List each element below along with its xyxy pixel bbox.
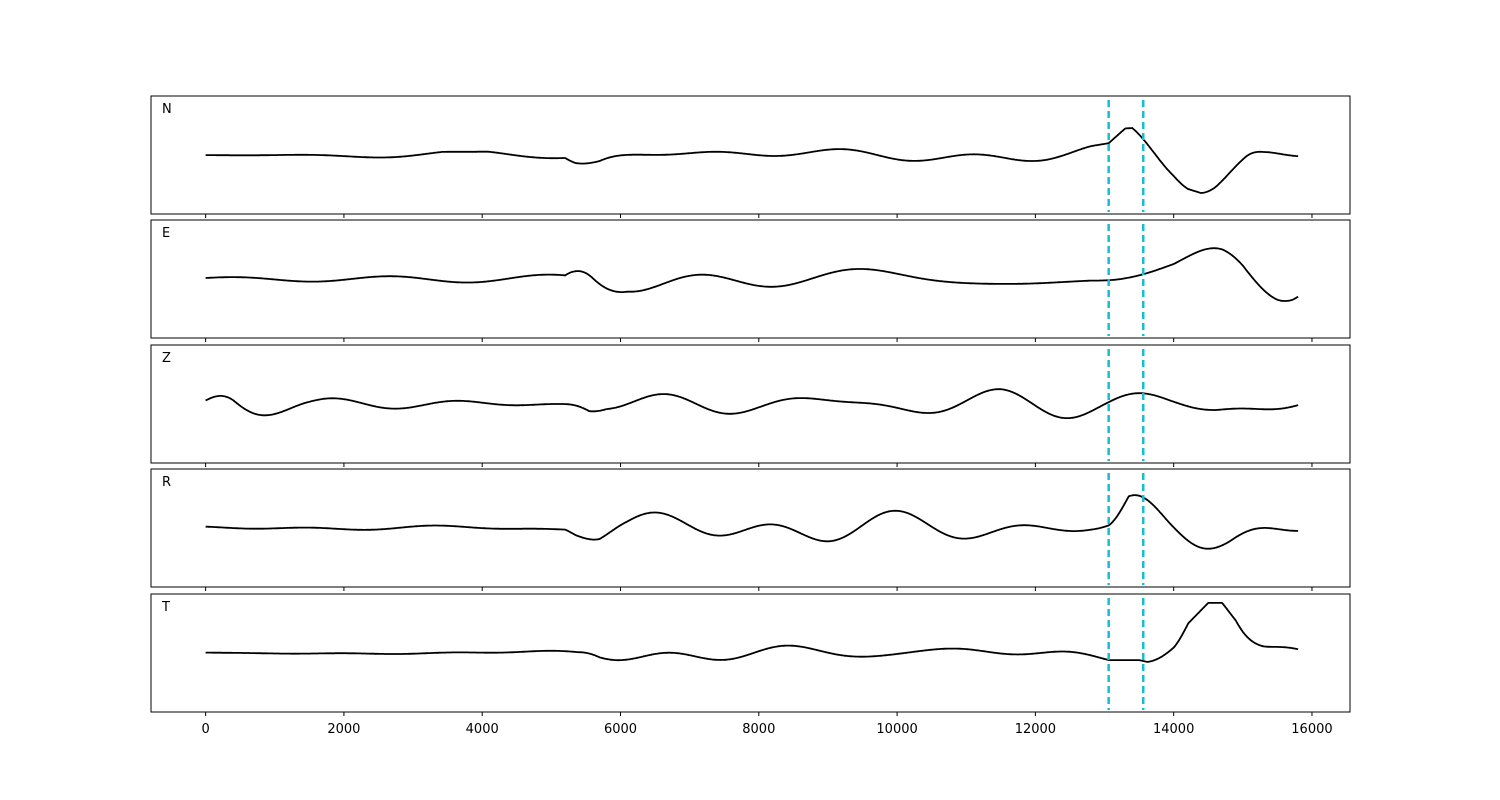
waveform-t (205, 602, 1299, 663)
x-tick-label: 8000 (742, 722, 775, 737)
x-tick-label: 10000 (876, 722, 917, 737)
panel-t: T (150, 593, 1351, 716)
panel-label: Z (162, 351, 171, 366)
x-tick-label: 16000 (1291, 722, 1332, 737)
panel-frame (150, 95, 1351, 215)
panel-label: E (162, 226, 170, 241)
waveform-e (205, 247, 1299, 302)
panel-r: R (150, 468, 1351, 591)
panel-label: R (162, 475, 171, 490)
x-tick-label: 2000 (327, 722, 360, 737)
panel-frame (150, 593, 1351, 713)
panel-frame (150, 344, 1351, 464)
panel-n: N (150, 95, 1351, 218)
panel-z: Z (150, 344, 1351, 467)
panel-frame (150, 219, 1351, 339)
panel-e: E (150, 219, 1351, 342)
x-axis: 0 2000 4000 6000 8000 10000 12000 14000 16000 (201, 722, 1332, 737)
waveform-z (205, 388, 1299, 419)
panel-label: N (162, 102, 172, 117)
panel-label: T (161, 600, 170, 615)
waveform-n (205, 127, 1299, 194)
x-tick-label: 6000 (604, 722, 637, 737)
x-tick-label: 0 (201, 722, 209, 737)
panel-frame (150, 468, 1351, 588)
x-tick-label: 4000 (466, 722, 499, 737)
panels-group: N E Z R T (150, 95, 1351, 716)
x-tick-label: 12000 (1015, 722, 1056, 737)
waveform-r (205, 494, 1299, 550)
x-tick-label: 14000 (1153, 722, 1194, 737)
